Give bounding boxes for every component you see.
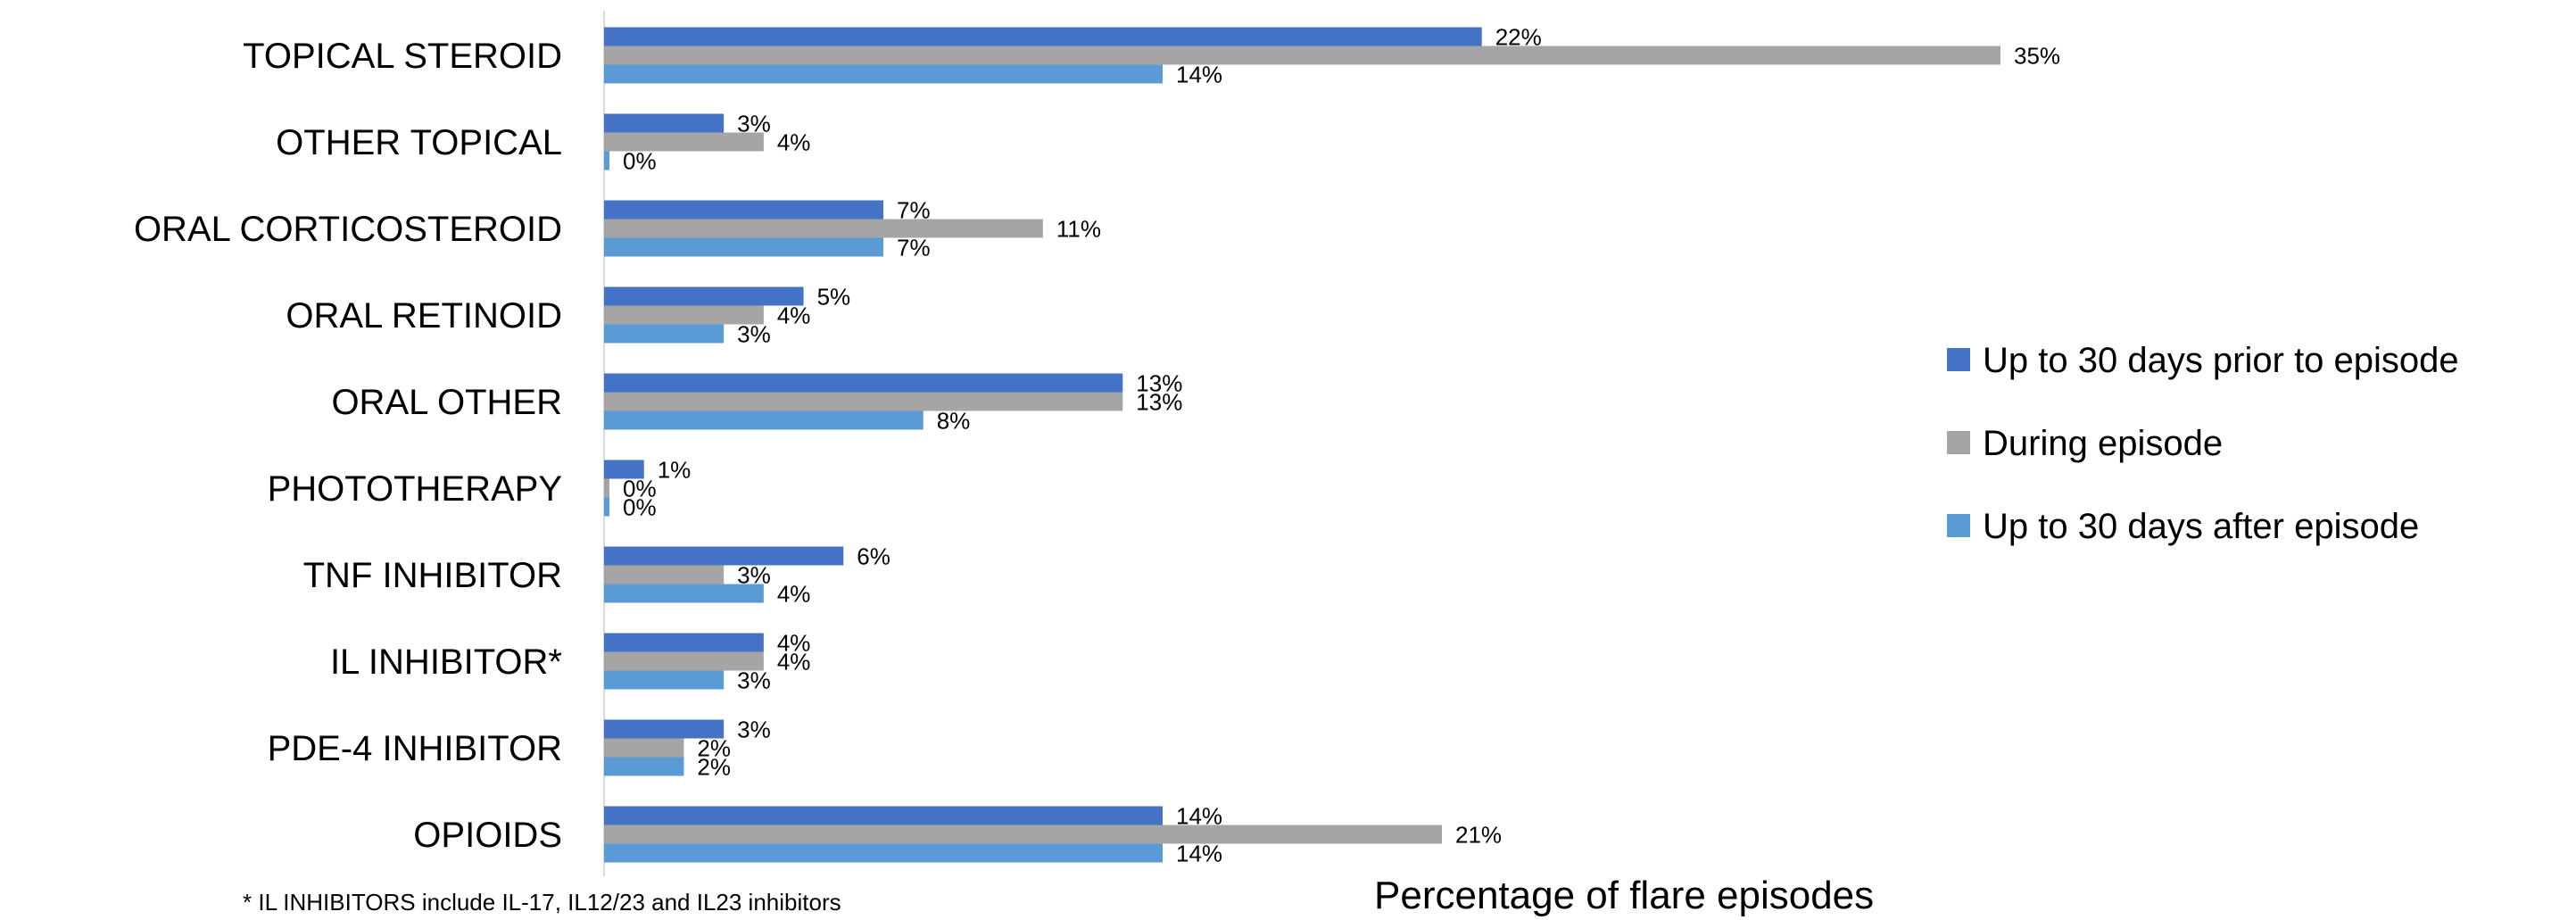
bar-pde-4-inhibitor-series-3	[604, 757, 684, 776]
legend-label-series-1: Up to 30 days prior to episode	[1983, 341, 2459, 380]
data-label-oral-retinoid-series-1: 5%	[817, 284, 851, 311]
legend-label-series-2: During episode	[1983, 424, 2223, 463]
category-label-oral-other: ORAL OTHER	[331, 383, 562, 422]
category-label-opioids: OPIOIDS	[413, 816, 562, 855]
bar-other-topical-series-1	[604, 113, 725, 133]
data-label-oral-retinoid-series-3: 3%	[737, 321, 771, 348]
bar-topical-steroid-series-1	[604, 27, 1482, 46]
data-label-tnf-inhibitor-series-3: 4%	[777, 581, 811, 608]
bar-oral-retinoid-series-2	[604, 305, 764, 325]
data-label-oral-other-series-2: 13%	[1136, 389, 1182, 416]
bar-il-inhibitor-series-2	[604, 651, 764, 671]
category-label-pde-4-inhibitor: PDE-4 INHIBITOR	[268, 729, 562, 768]
bar-topical-steroid-series-3	[604, 64, 1163, 84]
data-label-oral-corticosteroid-series-2: 11%	[1056, 216, 1101, 243]
bar-oral-corticosteroid-series-1	[604, 200, 883, 220]
bar-il-inhibitor-series-3	[604, 670, 725, 690]
data-label-oral-retinoid-series-2: 4%	[777, 303, 811, 329]
bar-oral-retinoid-series-1	[604, 286, 804, 306]
bar-opioids-series-1	[604, 806, 1163, 825]
legend-swatch-series-1	[1947, 348, 1970, 371]
data-label-other-topical-series-2: 4%	[777, 129, 811, 156]
bar-opioids-series-2	[604, 825, 1442, 844]
data-label-other-topical-series-3: 0%	[623, 148, 657, 175]
category-label-phototherapy: PHOTOTHERAPY	[268, 469, 562, 509]
category-label-oral-retinoid: ORAL RETINOID	[286, 296, 562, 336]
data-label-oral-other-series-3: 8%	[937, 408, 971, 435]
plot-area: TOPICAL STEROID 22%35%14%OTHER TOPICAL 3%4…	[134, 24, 2060, 867]
x-axis-label: Percentage of flare episodes	[1374, 874, 1874, 917]
bar-tnf-inhibitor-series-1	[604, 546, 844, 566]
bar-oral-other-series-3	[604, 410, 924, 430]
data-label-pde-4-inhibitor-series-3: 2%	[697, 754, 731, 781]
legend-swatch-series-2	[1947, 431, 1970, 454]
data-label-topical-steroid-series-3: 14%	[1176, 62, 1222, 88]
category-label-other-topical: OTHER TOPICAL	[276, 123, 562, 162]
data-label-topical-steroid-series-2: 35%	[2014, 43, 2060, 70]
bar-other-topical-series-3	[604, 151, 609, 170]
data-label-il-inhibitor-series-3: 3%	[737, 667, 771, 694]
bar-topical-steroid-series-2	[604, 46, 2000, 65]
bar-oral-retinoid-series-3	[604, 324, 725, 344]
footnote: * IL INHIBITORS include IL-17, IL12/23 a…	[243, 889, 841, 916]
bar-oral-corticosteroid-series-3	[604, 237, 883, 257]
bar-oral-other-series-1	[604, 373, 1123, 393]
bar-pde-4-inhibitor-series-1	[604, 719, 725, 739]
data-label-pde-4-inhibitor-series-1: 3%	[737, 717, 771, 743]
data-label-phototherapy-series-3: 0%	[623, 494, 657, 521]
bar-phototherapy-series-3	[604, 497, 609, 517]
category-label-il-inhibitor: IL INHIBITOR*	[330, 642, 562, 682]
data-label-il-inhibitor-series-1: 4%	[777, 630, 811, 657]
data-label-pde-4-inhibitor-series-2: 2%	[697, 735, 731, 762]
data-label-tnf-inhibitor-series-1: 6%	[857, 543, 890, 570]
bar-opioids-series-3	[604, 843, 1163, 863]
data-label-opioids-series-3: 14%	[1176, 841, 1222, 867]
legend-label-series-3: Up to 30 days after episode	[1983, 507, 2419, 546]
category-label-tnf-inhibitor: TNF INHIBITOR	[303, 556, 562, 595]
data-label-oral-corticosteroid-series-3: 7%	[897, 235, 931, 261]
bar-oral-corticosteroid-series-2	[604, 219, 1043, 238]
data-label-phototherapy-series-1: 1%	[658, 457, 692, 484]
data-label-opioids-series-2: 21%	[1455, 822, 1502, 849]
legend-swatch-series-3	[1947, 514, 1970, 537]
bar-phototherapy-series-1	[604, 460, 644, 479]
bar-other-topical-series-2	[604, 132, 764, 152]
data-label-il-inhibitor-series-2: 4%	[777, 649, 811, 675]
bar-tnf-inhibitor-series-2	[604, 565, 725, 584]
data-label-oral-other-series-1: 13%	[1136, 370, 1182, 397]
category-label-oral-corticosteroid: ORAL CORTICOSTEROID	[134, 210, 562, 249]
bar-phototherapy-series-2	[604, 478, 609, 498]
bar-tnf-inhibitor-series-3	[604, 584, 764, 603]
category-label-topical-steroid: TOPICAL STEROID	[243, 37, 562, 76]
bar-oral-other-series-2	[604, 392, 1123, 411]
data-label-phototherapy-series-2: 0%	[623, 476, 657, 502]
legend: Up to 30 days prior to episode During epi…	[1947, 341, 2459, 546]
bar-il-inhibitor-series-1	[604, 633, 764, 652]
bar-pde-4-inhibitor-series-2	[604, 738, 684, 758]
